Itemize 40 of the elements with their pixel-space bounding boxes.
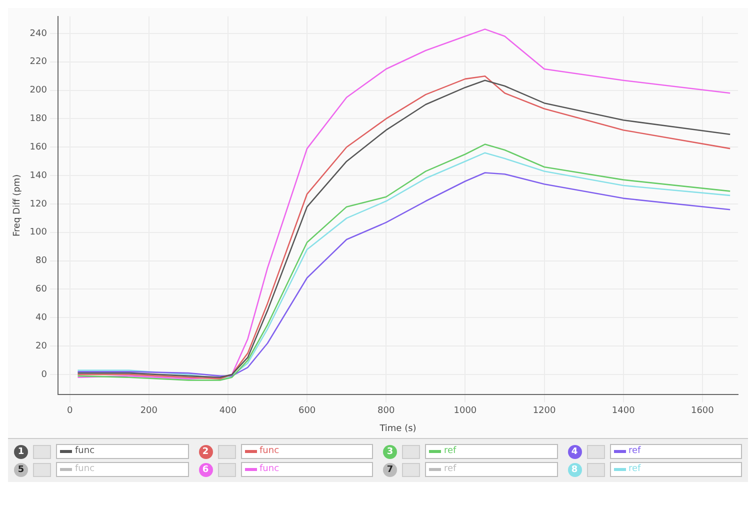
y-tick-label: 240 (30, 28, 48, 39)
text: 8 (568, 462, 582, 476)
legend-label: func (260, 463, 280, 476)
y-tick-label: 180 (30, 114, 48, 124)
text: 1 (14, 444, 28, 458)
legend-label: ref (628, 445, 641, 458)
text: 3 (383, 444, 397, 458)
x-tick-label: 800 (378, 406, 395, 416)
legend-label: func (260, 445, 280, 458)
x-tick-label: 600 (298, 406, 316, 416)
x-tick-label: 400 (219, 406, 237, 416)
legend-label: ref (628, 463, 641, 476)
text: 4 (568, 444, 582, 458)
text: 2 (198, 444, 212, 458)
y-tick-label: 60 (36, 284, 48, 295)
y-tick-label: 200 (30, 86, 48, 96)
y-tick-label: 20 (36, 341, 48, 352)
legend-label: func (75, 445, 95, 458)
x-tick-label: 0 (66, 406, 73, 416)
y-tick-label: 220 (30, 57, 48, 68)
y-tick-label: 120 (30, 199, 48, 210)
y-tick-label: 140 (30, 170, 48, 181)
y-tick-label: 100 (30, 228, 48, 238)
y-tick-label: 160 (30, 142, 48, 152)
y-tick-label: 80 (36, 256, 48, 266)
legend-label: func (75, 463, 95, 476)
legend-label: ref (444, 463, 456, 476)
y-tick-label: 40 (36, 313, 48, 324)
x-tick-label: 1000 (454, 406, 477, 416)
x-tick-label: 1600 (690, 406, 714, 416)
x-axis-title: Time (s) (378, 424, 416, 434)
x-tick-label: 200 (140, 406, 158, 416)
text: 7 (383, 462, 397, 476)
text: 5 (14, 462, 28, 476)
text: 6 (198, 462, 212, 476)
y-tick-label: 0 (41, 370, 48, 380)
y-axis-title: Freq Diff (pm) (12, 174, 23, 236)
legend-label: ref (444, 445, 456, 458)
x-tick-label: 1400 (612, 406, 636, 416)
x-tick-label: 1200 (532, 406, 556, 416)
